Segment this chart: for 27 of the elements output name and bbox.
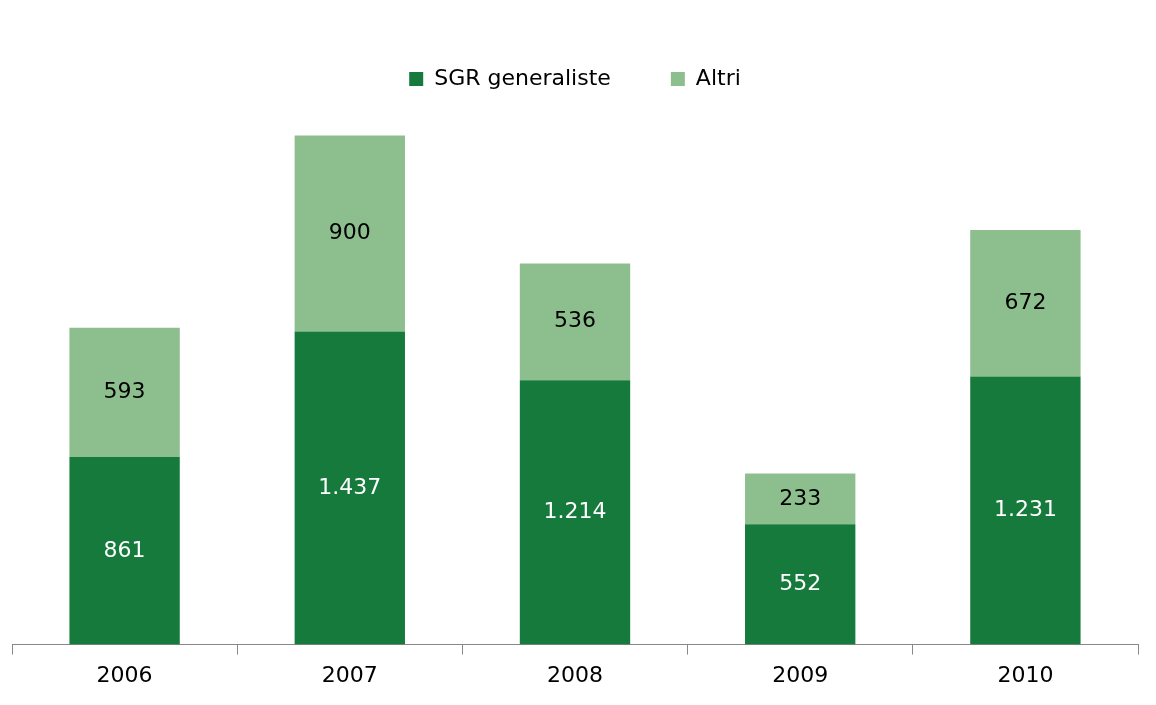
bar (970, 376, 1081, 645)
data-label: 1.214 (543, 498, 607, 524)
bar (745, 524, 856, 645)
bar (519, 263, 631, 381)
x-tick-label: 2007 (321, 661, 378, 687)
data-label: 1.437 (318, 473, 382, 499)
data-label: 861 (103, 536, 146, 562)
x-tick-label: 2006 (96, 661, 153, 687)
data-label: 1.231 (993, 496, 1057, 522)
bar (69, 327, 180, 458)
bar (519, 380, 631, 645)
bar (69, 457, 180, 645)
bar (970, 230, 1081, 377)
data-label: 900 (328, 219, 371, 245)
bar (294, 331, 405, 645)
data-label: 536 (554, 307, 596, 333)
bar (745, 473, 856, 525)
data-label: 593 (103, 378, 146, 404)
x-tick-label: 2009 (772, 661, 829, 687)
x-tick-label: 2008 (547, 661, 603, 687)
data-label: 672 (1004, 288, 1047, 314)
data-label: 233 (779, 484, 822, 510)
data-label: 552 (779, 570, 822, 596)
legend-label: Altri (695, 64, 741, 90)
x-tick-label: 2010 (997, 661, 1054, 687)
bar (294, 135, 405, 332)
legend-label: SGR generaliste (434, 64, 611, 90)
